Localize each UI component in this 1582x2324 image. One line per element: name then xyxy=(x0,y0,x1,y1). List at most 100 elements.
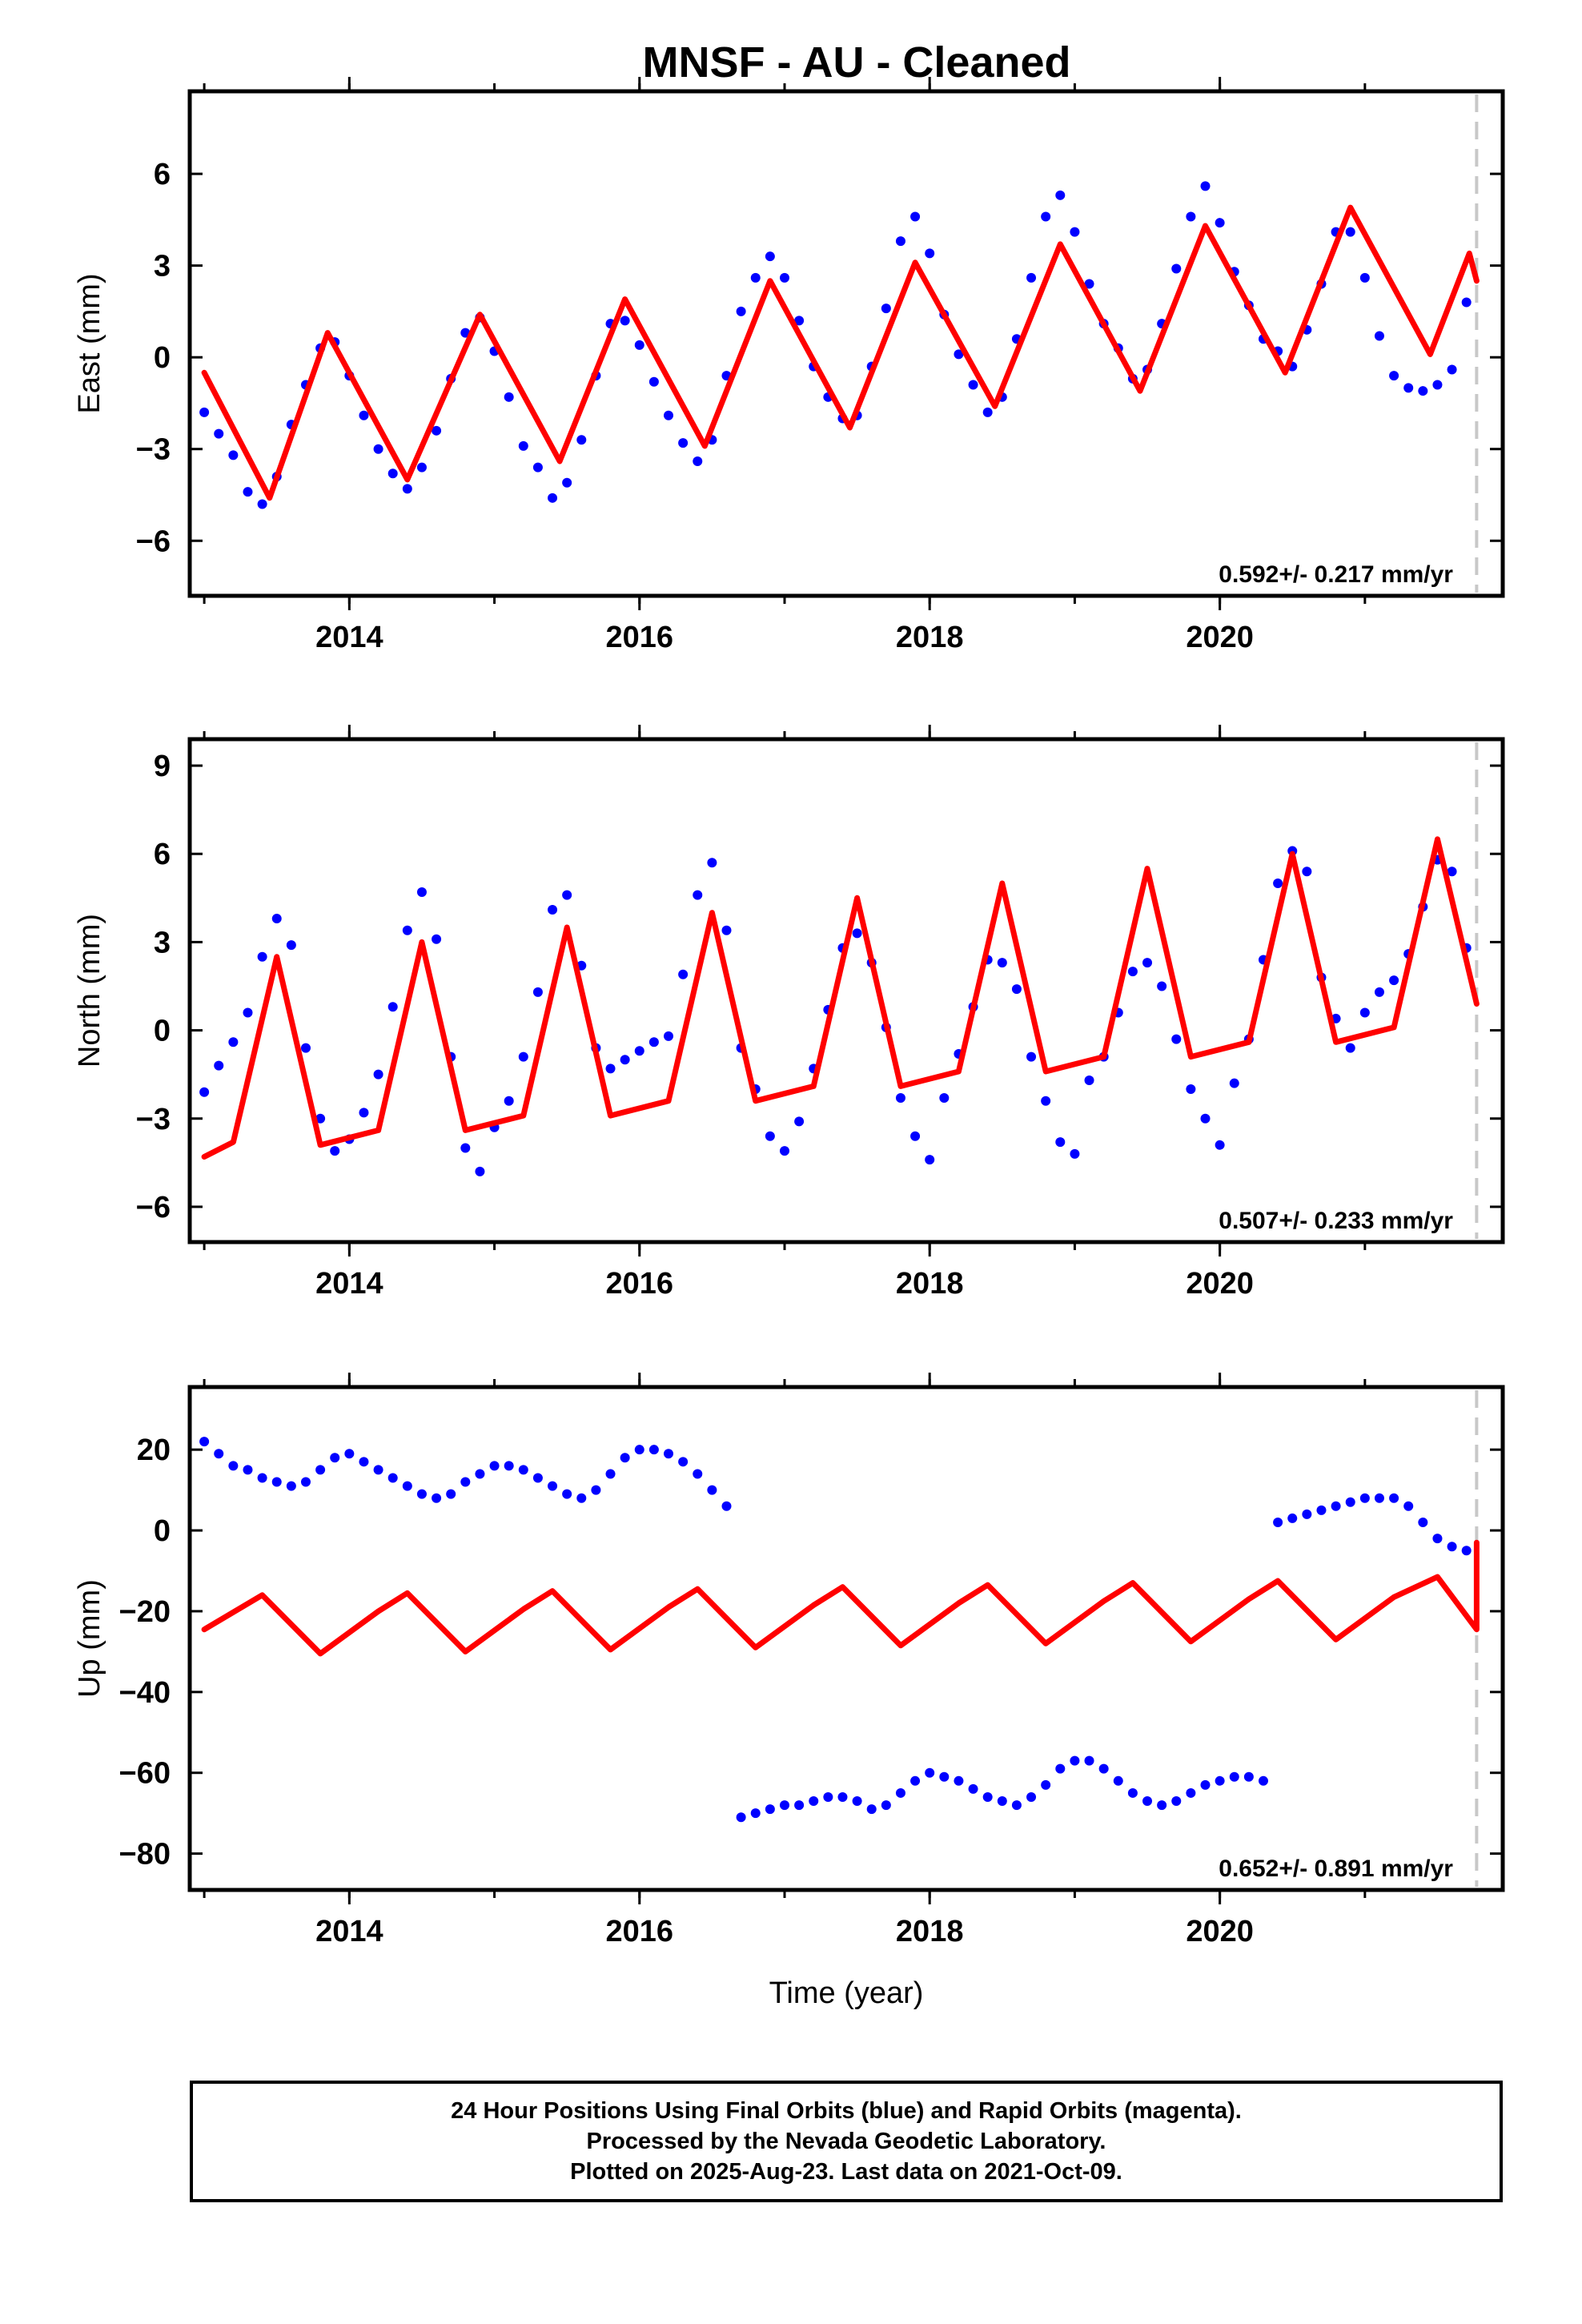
east-data-point xyxy=(954,349,964,360)
north-data-point xyxy=(228,1037,239,1047)
up-data-point xyxy=(707,1485,717,1495)
east-data-point xyxy=(794,316,805,326)
up-data-point xyxy=(504,1461,514,1471)
north-ytick-label: −6 xyxy=(136,1191,171,1224)
east-data-point xyxy=(750,272,761,283)
up-data-point xyxy=(518,1465,528,1475)
north-data-point xyxy=(664,1031,674,1041)
north-data-point xyxy=(373,1069,383,1080)
up-data-point xyxy=(910,1775,921,1786)
north-data-point xyxy=(359,1108,369,1118)
north-data-point xyxy=(910,1131,921,1141)
up-data-point xyxy=(446,1489,456,1499)
up-xtick-label: 2016 xyxy=(605,1915,673,1948)
up-data-point xyxy=(1447,1542,1457,1552)
north-xtick-label: 2018 xyxy=(896,1267,964,1301)
north-data-point xyxy=(214,1060,224,1071)
east-data-point xyxy=(1374,331,1384,341)
north-xtick-label: 2016 xyxy=(605,1267,673,1301)
footer-line-2: Processed by the Nevada Geodetic Laborat… xyxy=(586,2129,1106,2154)
north-ytick-label: 6 xyxy=(154,838,171,871)
up-data-point xyxy=(968,1783,978,1794)
east-data-point xyxy=(504,392,514,402)
up-data-point xyxy=(1055,1763,1066,1774)
north-data-point xyxy=(1011,984,1022,995)
north-data-point xyxy=(1302,866,1312,877)
east-data-point xyxy=(620,316,630,326)
up-data-point xyxy=(664,1449,674,1459)
east-data-point xyxy=(562,477,572,488)
north-data-point xyxy=(707,858,717,868)
up-panel: −80 −60 −40 −20 0 20 2014 2016 2018 2020 Up (mm) 0.… xyxy=(73,1373,1505,2010)
north-data-point xyxy=(1447,866,1457,877)
up-ytick-label: −60 xyxy=(119,1757,171,1791)
up-data-point xyxy=(1200,1779,1211,1790)
up-data-point xyxy=(1374,1493,1384,1503)
east-data-point xyxy=(359,410,369,420)
east-data-point xyxy=(1432,380,1443,390)
up-data-point xyxy=(416,1489,427,1499)
east-model-fit-line xyxy=(201,204,1480,501)
north-data-point xyxy=(1157,981,1167,991)
up-ytick-label: −40 xyxy=(119,1676,171,1710)
chart-title: MNSF - AU - Cleaned xyxy=(642,38,1070,86)
north-data-point xyxy=(1374,987,1384,997)
up-data-point xyxy=(954,1775,964,1786)
up-axes-frame xyxy=(187,1385,1505,1892)
north-data-point xyxy=(518,1051,528,1062)
up-data-point xyxy=(432,1493,442,1503)
north-data-point xyxy=(779,1146,789,1156)
up-data-point xyxy=(837,1791,848,1802)
east-data-point xyxy=(881,304,891,314)
up-data-point xyxy=(1215,1775,1225,1786)
north-data-point xyxy=(562,890,572,900)
east-xtick-label: 2018 xyxy=(896,621,964,654)
up-data-point xyxy=(214,1449,224,1459)
east-data-point xyxy=(693,456,703,466)
north-data-point xyxy=(852,928,862,939)
up-data-point xyxy=(271,1477,282,1487)
up-data-point xyxy=(866,1804,877,1815)
up-data-point xyxy=(286,1481,296,1491)
north-data-point xyxy=(605,1063,616,1074)
north-data-point xyxy=(1215,1140,1225,1150)
north-data-point xyxy=(1200,1113,1211,1124)
north-data-point xyxy=(1345,1043,1355,1053)
north-data-point xyxy=(721,925,732,935)
north-ytick-label: 3 xyxy=(154,926,171,959)
north-data-point xyxy=(315,1113,326,1124)
up-data-point xyxy=(1026,1791,1037,1802)
up-data-point xyxy=(300,1477,311,1487)
north-ytick-label: 0 xyxy=(154,1015,171,1048)
up-data-point xyxy=(925,1767,935,1778)
up-data-point xyxy=(939,1771,950,1782)
north-data-point xyxy=(286,940,296,951)
up-data-point xyxy=(881,1800,891,1811)
up-data-point xyxy=(344,1449,355,1459)
up-data-point xyxy=(648,1445,659,1455)
up-scatter-series xyxy=(199,1437,1472,1823)
east-data-point xyxy=(1084,279,1094,289)
east-rate-label: 0.592+/- 0.217 mm/yr xyxy=(1219,561,1453,588)
up-data-point xyxy=(1258,1775,1268,1786)
east-data-point xyxy=(576,435,587,445)
up-data-point xyxy=(852,1796,862,1807)
east-xtick-label: 2014 xyxy=(315,621,383,654)
east-data-point xyxy=(968,380,978,390)
east-ylabel: East (mm) xyxy=(73,273,106,413)
north-data-point xyxy=(402,925,412,935)
east-data-point xyxy=(1345,227,1355,237)
east-data-point xyxy=(199,407,210,417)
east-data-point xyxy=(1055,190,1066,200)
north-data-point xyxy=(1171,1034,1182,1044)
east-data-point xyxy=(1403,383,1414,393)
north-data-point xyxy=(271,914,282,924)
up-data-point xyxy=(1418,1517,1428,1527)
up-data-point xyxy=(1127,1787,1138,1798)
east-data-point xyxy=(1447,364,1457,375)
north-data-point xyxy=(1229,1078,1239,1088)
up-data-point xyxy=(693,1469,703,1479)
up-data-point xyxy=(982,1791,993,1802)
up-xtick-label: 2014 xyxy=(315,1915,383,1948)
east-data-point xyxy=(1359,272,1370,283)
